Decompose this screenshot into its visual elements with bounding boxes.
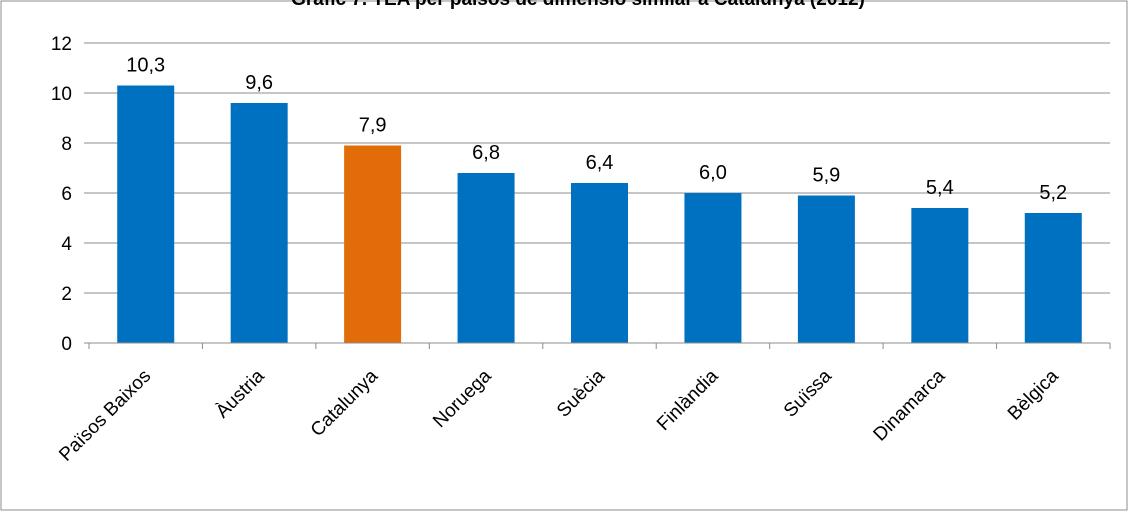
y-tick-label-10: 10 <box>51 84 72 105</box>
bar-1 <box>117 85 175 343</box>
data-label-4: 6,8 <box>472 142 500 164</box>
bar-3 <box>344 145 402 343</box>
x-axis <box>88 342 1111 349</box>
data-label-1: 10,3 <box>126 55 165 77</box>
data-label-6: 6,0 <box>699 162 727 184</box>
data-label-7: 5,9 <box>812 165 840 187</box>
x-tick-label-2: Àustria <box>212 365 269 422</box>
y-axis-tick-labels: 0 2 4 6 8 10 12 <box>51 34 73 355</box>
x-tick-label-9: Bèlgica <box>1004 365 1063 424</box>
bar-6 <box>684 193 742 343</box>
bars <box>117 85 1082 343</box>
x-tick-label-4: Noruega <box>429 365 496 432</box>
chart-title: Gràfic 7. TEA per països de dimensió sim… <box>291 0 865 10</box>
y-tick-label-6: 6 <box>61 184 72 205</box>
x-tick-label-7: Suïssa <box>780 365 836 421</box>
x-axis-tick-labels: Països Baixos Àustria Catalunya Noruega Suèc… <box>55 365 1063 465</box>
bar-5 <box>571 183 628 343</box>
x-tick-label-1: Països Baixos <box>55 366 155 466</box>
bar-4 <box>457 173 515 343</box>
data-label-9: 5,2 <box>1039 182 1067 204</box>
data-label-8: 5,4 <box>926 177 954 199</box>
data-labels: 10,3 9,6 7,9 6,8 6,4 6,0 5,9 5,4 5,2 <box>126 55 1067 205</box>
bar-8 <box>911 208 969 343</box>
y-tick-label-12: 12 <box>51 34 72 55</box>
data-label-2: 9,6 <box>245 72 273 94</box>
data-label-5: 6,4 <box>586 152 614 174</box>
bar-9 <box>1024 213 1082 343</box>
bar-2 <box>230 103 288 343</box>
y-tick-label-2: 2 <box>61 284 72 305</box>
data-label-3: 7,9 <box>359 115 387 137</box>
x-tick-label-3: Catalunya <box>307 365 383 441</box>
y-tick-label-0: 0 <box>61 334 72 355</box>
y-tick-label-4: 4 <box>61 234 72 255</box>
x-tick-label-6: Finlàndia <box>653 365 723 435</box>
y-tick-label-8: 8 <box>61 134 72 155</box>
bar-7 <box>797 195 855 343</box>
x-tick-label-5: Suècia <box>553 365 609 421</box>
x-tick-label-8: Dinamarca <box>870 365 950 445</box>
